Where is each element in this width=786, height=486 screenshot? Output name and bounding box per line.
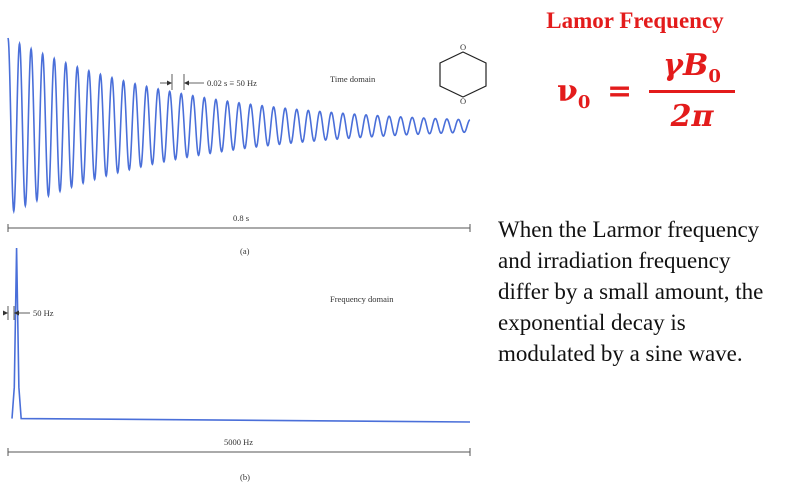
formula-fraction: γB0 2π xyxy=(649,44,735,139)
1,4-dioxane-structure-icon: O O xyxy=(439,42,487,106)
molecule-atom-bottom: O xyxy=(460,96,466,106)
period-arrowhead-left xyxy=(167,80,172,86)
period-annotation: 0.02 s ≡ 50 Hz xyxy=(207,78,257,88)
formula-numerator-text: γB xyxy=(663,48,709,83)
page-title: Lamor Frequency xyxy=(546,8,724,33)
formula-lhs-symbol: ν xyxy=(557,74,578,109)
peak-arrowhead xyxy=(14,310,19,316)
peak-arrowhead-left xyxy=(3,310,8,316)
peak-annotation: 50 Hz xyxy=(33,308,54,318)
panel-b-label: (b) xyxy=(240,472,250,482)
frequency-domain-panel: 50 Hz Frequency domain 5000 Hz (b) xyxy=(3,247,471,482)
panel-a-label: (a) xyxy=(240,246,250,256)
formula-lhs-subscript: 0 xyxy=(577,92,591,113)
formula-equals: = xyxy=(607,74,633,109)
formula-denominator: 2π xyxy=(670,99,714,134)
frequency-axis-label: 5000 Hz xyxy=(224,437,253,447)
molecule-atom-top: O xyxy=(460,42,466,52)
description-text: When the Larmor frequency and irradiatio… xyxy=(498,217,764,366)
formula-lhs: ν0 xyxy=(557,74,590,113)
formula-fraction-bar xyxy=(649,90,735,93)
period-arrowhead-right xyxy=(184,80,189,86)
time-axis-label: 0.8 s xyxy=(233,213,249,223)
time-domain-label: Time domain xyxy=(330,74,376,84)
larmor-formula: ν0 = γB0 2π xyxy=(557,44,757,149)
frequency-domain-signal xyxy=(11,247,471,423)
formula-numerator: γB0 xyxy=(649,44,735,88)
time-domain-panel: 0.02 s ≡ 50 Hz Time domain O O 0.8 s (a) xyxy=(7,37,487,256)
frequency-domain-label: Frequency domain xyxy=(330,294,394,304)
formula-numerator-subscript: 0 xyxy=(708,66,721,87)
time-domain-signal xyxy=(7,37,471,215)
